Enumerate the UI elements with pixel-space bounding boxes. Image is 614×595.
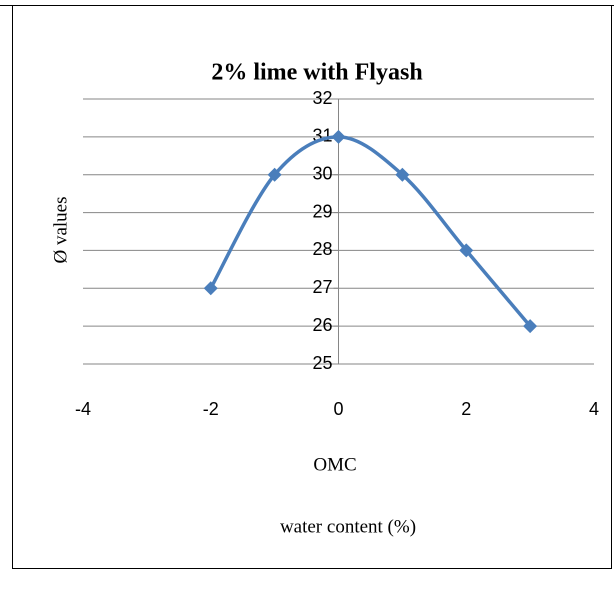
point bbox=[395, 167, 410, 182]
chart-title: 2% lime with Flyash bbox=[211, 60, 422, 86]
y-tick-label: 26 bbox=[312, 315, 332, 335]
x-axis-title: OMC bbox=[313, 454, 356, 475]
y-tick-label: 30 bbox=[312, 163, 332, 183]
y-tick-label: 25 bbox=[312, 353, 332, 373]
point bbox=[523, 319, 538, 334]
x-tick-label: 4 bbox=[589, 399, 599, 419]
point bbox=[459, 243, 474, 258]
point bbox=[331, 129, 346, 144]
point bbox=[203, 281, 218, 296]
y-tick-label: 29 bbox=[312, 201, 332, 221]
x-tick-label: 0 bbox=[333, 399, 343, 419]
x-tick-label: 2 bbox=[461, 399, 471, 419]
series-line bbox=[209, 135, 532, 328]
y-tick-label: 27 bbox=[312, 277, 332, 297]
chart-frame bbox=[0, 5, 614, 569]
y-axis-title: Ø values bbox=[50, 196, 71, 263]
x-tick-label: -2 bbox=[203, 399, 219, 419]
x-axis-title: water content (%) bbox=[280, 516, 416, 537]
y-tick-label: 32 bbox=[312, 88, 332, 108]
y-tick-label: 28 bbox=[312, 239, 332, 259]
x-tick-label: -4 bbox=[75, 399, 91, 419]
point bbox=[267, 167, 282, 182]
